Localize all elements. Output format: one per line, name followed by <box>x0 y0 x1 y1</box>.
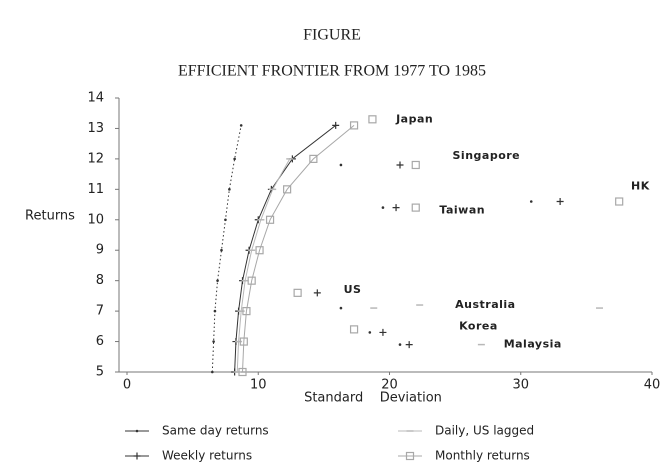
y-tick-label: 14 <box>87 91 104 106</box>
legend-label: Monthly returns <box>435 449 530 463</box>
marker-plus <box>379 328 387 336</box>
marker-dot <box>529 200 533 203</box>
marker-square <box>405 451 415 461</box>
marker-dot <box>216 279 219 282</box>
marker-square <box>293 288 302 297</box>
y-axis-label: Returns <box>25 209 75 224</box>
marker-plus <box>332 121 340 129</box>
country-label: Australia <box>455 298 515 311</box>
chart-title: FIGURE <box>303 27 361 44</box>
marker-dot <box>398 343 402 346</box>
marker-dot <box>213 309 217 313</box>
marker-dot <box>211 370 214 374</box>
y-tick-label: 5 <box>96 365 104 380</box>
marker-square <box>349 325 359 334</box>
marker-dot <box>224 218 227 222</box>
marker-square <box>349 121 359 130</box>
marker-dot <box>239 124 243 127</box>
frontier-line <box>211 125 242 373</box>
y-tick-label: 13 <box>87 121 104 136</box>
y-tick-label: 10 <box>87 212 104 227</box>
marker-square <box>247 276 256 285</box>
y-tick-label: 11 <box>87 182 104 197</box>
marker-dot <box>135 429 139 433</box>
marker-square <box>411 203 420 212</box>
y-tick-label: 6 <box>96 334 104 349</box>
marker-square <box>238 367 247 377</box>
marker-dot <box>233 157 236 161</box>
marker-plus <box>556 198 564 206</box>
marker-dot <box>220 248 223 252</box>
country-label: Taiwan <box>439 204 485 217</box>
marker-square <box>368 115 377 124</box>
legend-label: Weekly returns <box>162 449 252 463</box>
x-axis-label: Standard Deviation <box>304 391 442 406</box>
chart-subtitle: EFFICIENT FRONTIER FROM 1977 TO 1985 <box>178 63 486 80</box>
y-tick-label: 12 <box>87 151 104 166</box>
y-tick-label: 9 <box>96 243 104 258</box>
marker-square <box>411 160 420 170</box>
country-label: Singapore <box>453 149 521 162</box>
marker-plus <box>133 452 141 460</box>
x-tick-label: 0 <box>123 378 131 393</box>
frontier-line <box>234 125 336 373</box>
x-tick-label: 30 <box>512 378 529 393</box>
marker-dot <box>368 331 372 334</box>
marker-square <box>265 215 275 224</box>
marker-plus <box>392 204 400 212</box>
marker-square <box>309 154 318 163</box>
marker-dot <box>339 163 343 167</box>
marker-square <box>242 307 251 316</box>
country-label: Malaysia <box>504 338 562 351</box>
country-label: US <box>344 283 362 296</box>
legend-label: Same day returns <box>162 424 269 438</box>
marker-dot <box>212 340 215 343</box>
x-tick-label: 20 <box>381 378 398 393</box>
y-tick-label: 7 <box>96 304 104 319</box>
marker-square <box>615 197 624 206</box>
marker-square <box>255 246 264 255</box>
marker-dot <box>381 206 385 209</box>
country-label: HK <box>631 179 650 192</box>
marker-plus <box>313 289 321 297</box>
country-label: Korea <box>459 319 498 332</box>
x-tick-label: 40 <box>644 378 661 393</box>
marker-square <box>283 185 292 194</box>
legend-label: Daily, US lagged <box>435 424 534 438</box>
marker-dot <box>339 306 343 310</box>
frontier-line <box>236 158 291 373</box>
y-tick-label: 8 <box>96 273 104 288</box>
frontier-line <box>242 125 355 373</box>
country-label: Japan <box>395 112 433 125</box>
marker-plus <box>396 161 404 169</box>
marker-plus <box>405 341 413 349</box>
marker-dot <box>228 188 231 191</box>
marker-square <box>239 337 248 346</box>
x-tick-label: 10 <box>250 378 267 393</box>
